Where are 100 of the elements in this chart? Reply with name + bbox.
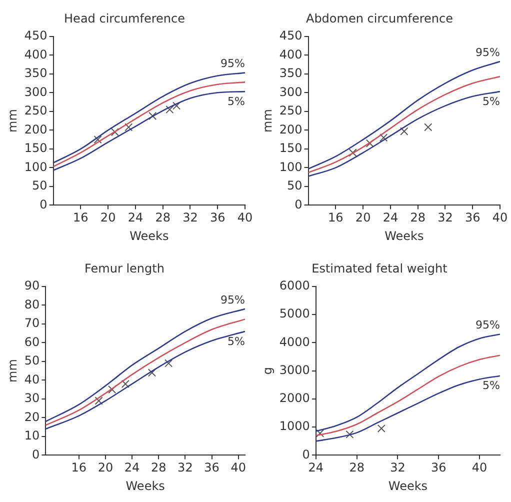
line-series <box>316 375 500 442</box>
x-tick-label: 24 <box>308 460 324 475</box>
x-tick-label: 32 <box>390 460 406 475</box>
x-tick-label: 36 <box>464 210 480 225</box>
y-tick-label: 90 <box>24 278 40 293</box>
x-tick-label: 36 <box>210 210 226 225</box>
y-tick-label: 250 <box>24 104 48 118</box>
x-tick-label: 40 <box>230 460 246 475</box>
y-tick-label: 6000 <box>279 278 310 293</box>
y-tick-label: 60 <box>24 334 40 349</box>
y-axis-title: mm <box>260 109 274 132</box>
line-series <box>308 60 500 170</box>
x-tick-label: 40 <box>472 460 488 475</box>
y-tick-label: 150 <box>24 141 48 156</box>
y-tick-label: 50 <box>32 178 48 193</box>
x-tick-label: 28 <box>349 460 364 475</box>
line-series <box>316 334 500 432</box>
point <box>348 148 357 157</box>
y-tick-label: 3000 <box>279 362 310 377</box>
y-axis-title: mm <box>5 109 20 132</box>
y-tick-label: 400 <box>279 47 302 62</box>
line-series <box>316 354 500 436</box>
x-tick-label: 32 <box>178 460 193 475</box>
line-series <box>308 76 500 174</box>
x-tick-label: 20 <box>98 460 114 475</box>
point <box>380 134 388 142</box>
y-tick-label: 1000 <box>279 419 310 434</box>
y-tick-label: 4000 <box>279 334 310 349</box>
x-tick-label: 36 <box>204 460 220 475</box>
point <box>110 128 119 136</box>
series-label: 95% <box>476 46 500 59</box>
y-tick-label: 250 <box>279 104 302 118</box>
y-tick-label: 50 <box>24 354 40 368</box>
point <box>400 127 408 136</box>
point <box>121 380 130 388</box>
x-tick-label: 32 <box>182 210 198 225</box>
y-tick-label: 30 <box>24 391 40 406</box>
x-tick-label: 24 <box>124 460 140 475</box>
point <box>124 123 133 132</box>
y-tick-label: 70 <box>24 316 40 330</box>
y-tick-label: 20 <box>24 410 40 424</box>
point <box>94 396 103 405</box>
x-axis-title: Weeks <box>388 478 428 493</box>
y-tick-label: 0 <box>294 197 302 212</box>
x-tick-label: 24 <box>382 210 398 225</box>
y-tick-label: 2000 <box>279 391 310 406</box>
y-tick-label: 40 <box>24 372 40 386</box>
series-label: 95% <box>220 57 245 70</box>
x-tick-label: 36 <box>431 460 446 475</box>
y-tick-label: 350 <box>279 66 302 80</box>
series-label: 5% <box>228 94 245 108</box>
y-tick-label: 150 <box>279 141 302 156</box>
series-label: 95% <box>476 318 500 332</box>
x-tick-label: 24 <box>128 210 144 225</box>
y-tick-label: 200 <box>24 122 48 136</box>
line-series <box>308 90 500 177</box>
y-tick-label: 300 <box>279 84 302 99</box>
x-axis-title: Weeks <box>384 228 424 243</box>
y-tick-label: 10 <box>24 428 40 443</box>
y-tick-label: 300 <box>24 84 48 99</box>
x-tick-label: 32 <box>438 210 453 225</box>
x-axis-title: Weeks <box>126 478 165 493</box>
series-label: 5% <box>482 94 500 108</box>
point <box>172 102 181 110</box>
y-axis-title: g <box>260 366 274 375</box>
x-tick-label: 28 <box>410 210 426 225</box>
y-tick-label: 450 <box>279 28 302 43</box>
series-label: 5% <box>482 379 500 392</box>
x-tick-label: 16 <box>328 210 344 225</box>
chart-title: Femur length <box>84 261 164 276</box>
chart-title: Estimated fetal weight <box>312 261 448 276</box>
y-tick-label: 200 <box>279 122 302 136</box>
y-tick-label: 80 <box>24 297 40 312</box>
y-tick-label: 450 <box>24 28 48 43</box>
x-tick-label: 20 <box>355 210 371 225</box>
y-tick-label: 50 <box>287 178 302 193</box>
point <box>164 359 173 368</box>
y-tick-label: 5000 <box>279 306 310 321</box>
y-tick-label: 100 <box>24 160 48 174</box>
point <box>148 368 156 377</box>
x-tick-label: 40 <box>492 210 508 225</box>
y-tick-label: 0 <box>302 447 310 462</box>
x-tick-label: 28 <box>155 210 170 225</box>
point <box>424 123 432 132</box>
chart-title: Abdomen circumference <box>306 11 454 26</box>
series-label: 5% <box>228 334 245 348</box>
x-tick-label: 20 <box>100 210 116 225</box>
y-tick-label: 400 <box>24 47 48 62</box>
y-tick-label: 0 <box>32 447 40 462</box>
x-tick-label: 16 <box>71 460 87 475</box>
x-axis-title: Weeks <box>130 228 169 243</box>
y-tick-label: 0 <box>40 197 48 212</box>
x-tick-label: 40 <box>237 210 253 225</box>
chart-title: Head circumference <box>64 11 185 26</box>
point <box>166 106 174 114</box>
point <box>148 112 157 120</box>
x-tick-label: 28 <box>150 460 166 475</box>
point <box>94 136 102 144</box>
y-tick-label: 350 <box>24 66 48 80</box>
x-tick-label: 16 <box>73 210 88 225</box>
